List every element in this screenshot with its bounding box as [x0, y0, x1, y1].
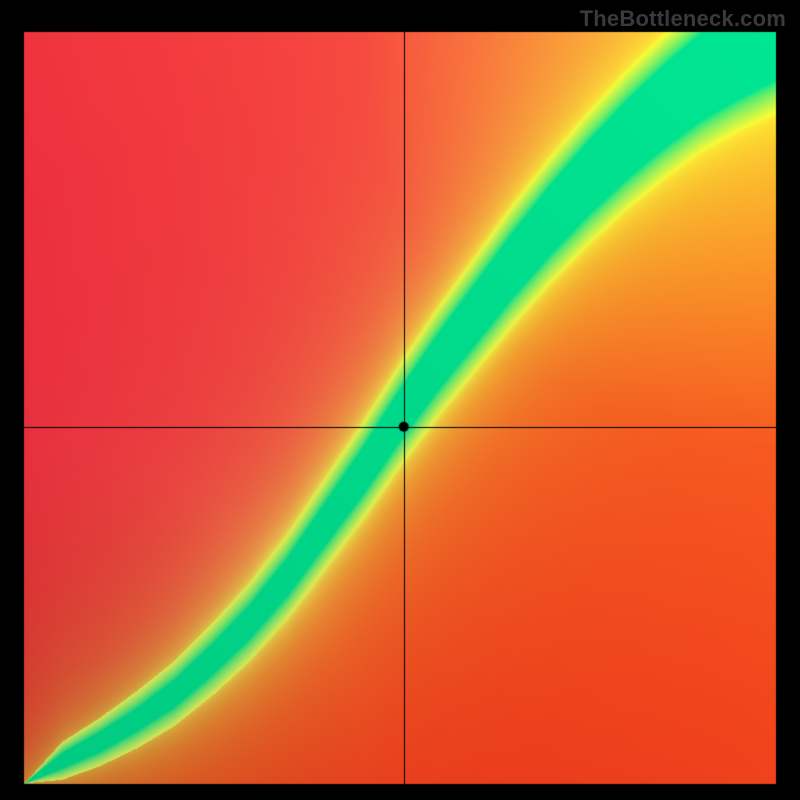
- bottleneck-heatmap: [0, 0, 800, 800]
- chart-container: TheBottleneck.com: [0, 0, 800, 800]
- watermark-text: TheBottleneck.com: [580, 6, 786, 32]
